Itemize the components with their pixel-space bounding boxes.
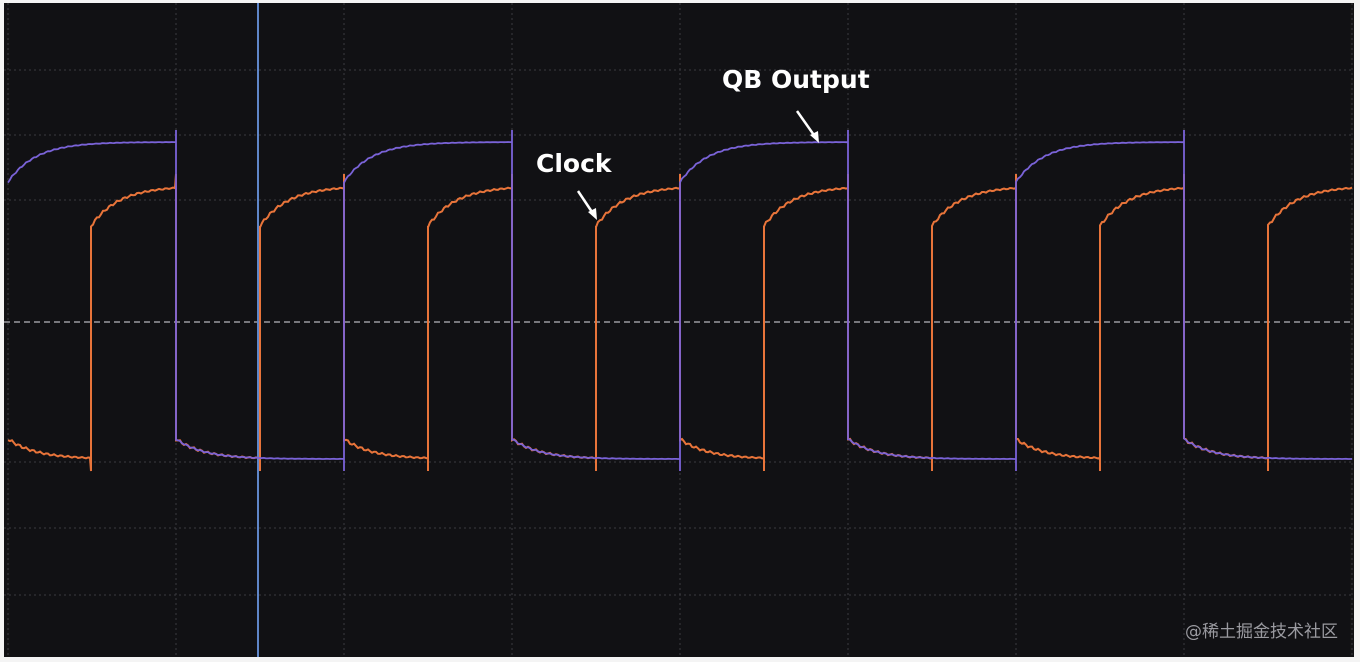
qb-output-label: QB Output bbox=[722, 65, 870, 94]
watermark: @稀土掘金技术社区 bbox=[1185, 622, 1338, 642]
clock-label: Clock bbox=[536, 149, 613, 178]
waveforms bbox=[7, 130, 1353, 472]
arrow bbox=[795, 110, 818, 139]
arrow-head bbox=[810, 131, 819, 143]
qb-output-trace bbox=[7, 130, 1353, 471]
arrow-head bbox=[588, 208, 597, 220]
